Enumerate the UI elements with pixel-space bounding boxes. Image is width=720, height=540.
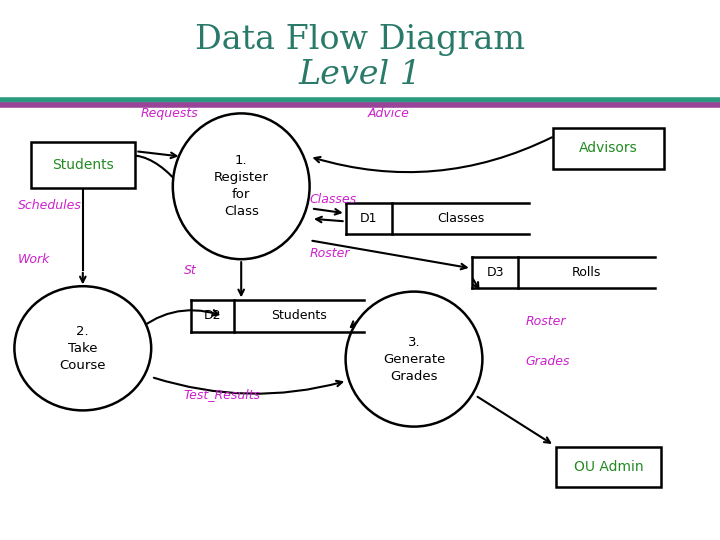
Text: Roster: Roster bbox=[310, 247, 350, 260]
Ellipse shape bbox=[14, 286, 151, 410]
Text: D2: D2 bbox=[204, 309, 221, 322]
Text: St: St bbox=[184, 264, 197, 276]
Text: Rolls: Rolls bbox=[572, 266, 601, 279]
Text: Test_Results: Test_Results bbox=[184, 388, 261, 401]
Bar bbox=[556, 447, 660, 487]
Text: D1: D1 bbox=[360, 212, 378, 225]
Bar bbox=[31, 142, 135, 188]
Ellipse shape bbox=[173, 113, 310, 259]
Text: Classes: Classes bbox=[310, 193, 356, 206]
Text: D3: D3 bbox=[486, 266, 504, 279]
Bar bbox=[191, 300, 364, 332]
Text: Grades: Grades bbox=[526, 355, 570, 368]
Text: Work: Work bbox=[18, 253, 50, 266]
Text: Roster: Roster bbox=[526, 315, 566, 328]
Text: Requests: Requests bbox=[140, 107, 198, 120]
Bar bbox=[346, 203, 529, 234]
Text: Advisors: Advisors bbox=[579, 141, 638, 156]
Text: Data Flow Diagram: Data Flow Diagram bbox=[195, 24, 525, 57]
Text: OU Admin: OU Admin bbox=[574, 460, 643, 474]
Text: Students: Students bbox=[271, 309, 327, 322]
Text: 2.
Take
Course: 2. Take Course bbox=[60, 325, 106, 372]
Text: Advice: Advice bbox=[367, 107, 409, 120]
Bar bbox=[553, 128, 665, 168]
Text: 3.
Generate
Grades: 3. Generate Grades bbox=[383, 335, 445, 383]
Text: Level 1: Level 1 bbox=[299, 58, 421, 91]
Ellipse shape bbox=[346, 292, 482, 427]
Text: 1.
Register
for
Class: 1. Register for Class bbox=[214, 154, 269, 218]
Bar bbox=[472, 257, 655, 288]
Text: Classes: Classes bbox=[437, 212, 485, 225]
Text: Students: Students bbox=[52, 158, 114, 172]
Text: Schedules: Schedules bbox=[18, 199, 82, 212]
